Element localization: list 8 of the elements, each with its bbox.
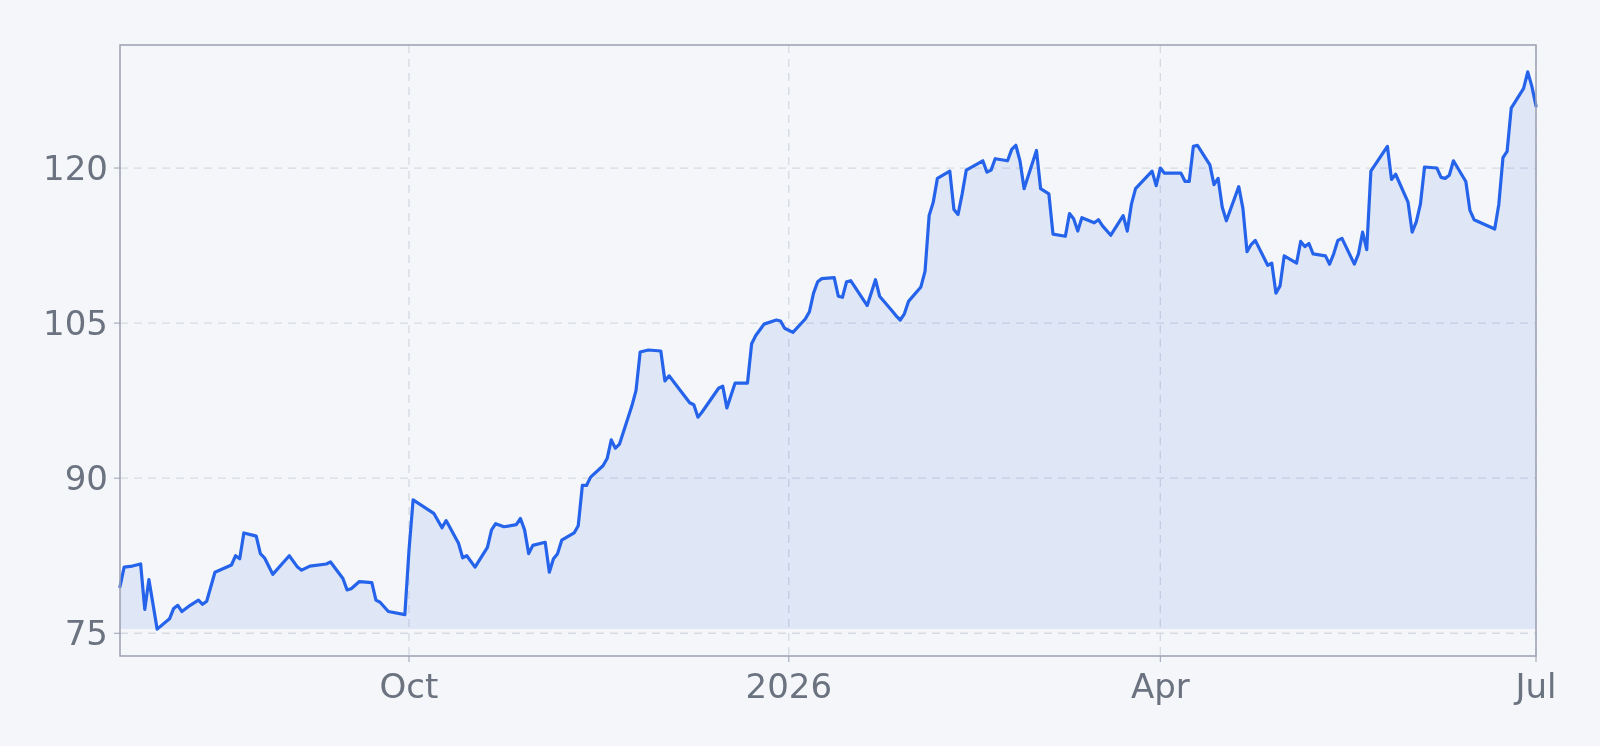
x-tick-label: Apr bbox=[1130, 666, 1190, 706]
y-tick-label: 90 bbox=[64, 458, 108, 499]
y-tick-label: 105 bbox=[43, 303, 108, 343]
y-tick-label: 120 bbox=[43, 147, 108, 188]
x-tick-label: 2026 bbox=[745, 666, 833, 706]
x-tick-label: Oct bbox=[379, 666, 439, 706]
x-tick-label: Jul bbox=[1513, 666, 1557, 706]
y-tick-label: 75 bbox=[64, 613, 108, 654]
